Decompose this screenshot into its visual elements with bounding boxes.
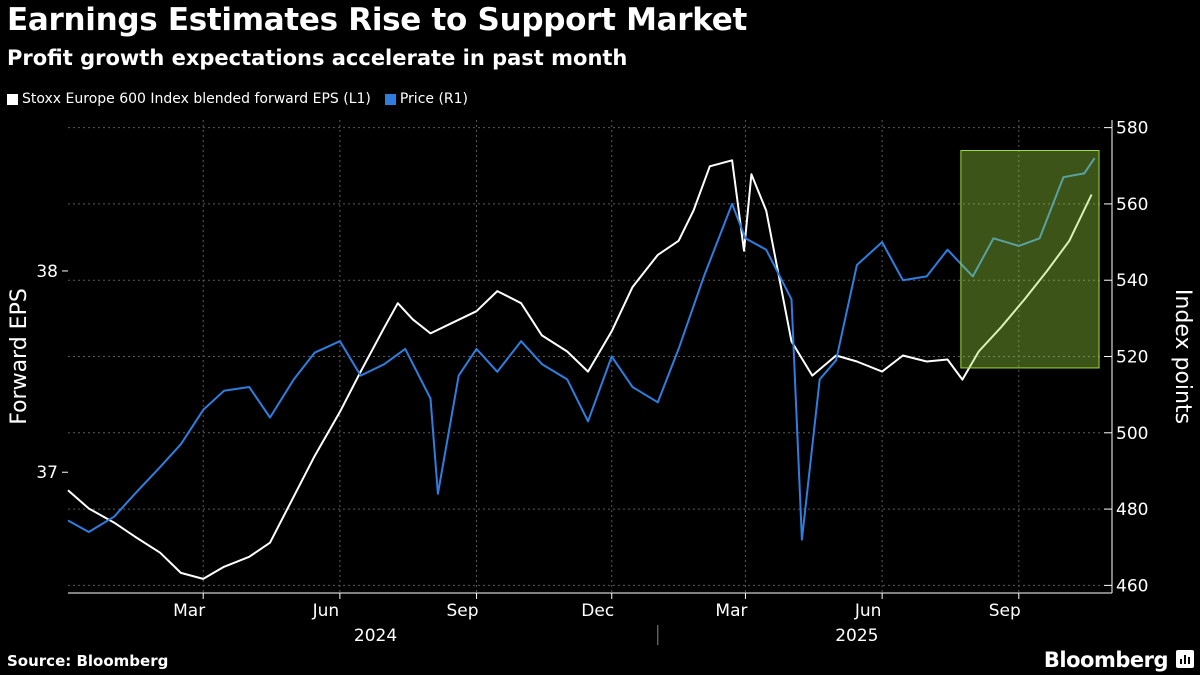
- bloomberg-terminal-icon: [1176, 650, 1194, 668]
- right-axis-tick-label: 480: [1116, 500, 1148, 520]
- x-axis-tick-label: Jun: [312, 601, 340, 621]
- legend-item-eps: Stoxx Europe 600 Index blended forward E…: [7, 91, 371, 107]
- right-axis-title: Index points: [1170, 289, 1195, 424]
- series-line-price: [67, 157, 1096, 541]
- right-axis-tick-label: 560: [1116, 195, 1148, 215]
- right-axis-tick-label: 460: [1116, 576, 1148, 596]
- source-note: Source: Bloomberg: [7, 652, 169, 670]
- legend-swatch-eps: [7, 93, 18, 105]
- brand-logo: Bloomberg: [1043, 648, 1169, 672]
- legend-item-price: Price (R1): [384, 91, 469, 107]
- x-axis-tick-label: Sep: [447, 601, 479, 621]
- right-axis-tick-label: 500: [1116, 424, 1148, 444]
- x-axis-tick-label: Dec: [581, 601, 614, 621]
- series-line-eps: [67, 159, 1093, 580]
- x-axis-tick-label: Mar: [715, 601, 747, 621]
- right-axis-tick-label: 520: [1116, 348, 1148, 368]
- left-axis-title: Forward EPS: [7, 288, 32, 425]
- left-axis-tick-label: 37: [36, 463, 58, 483]
- x-axis-year-label: 2025: [835, 626, 878, 646]
- x-axis-tick-label: Sep: [989, 601, 1021, 621]
- x-axis-tick-label: Jun: [854, 601, 882, 621]
- right-axis-tick-label: 580: [1116, 119, 1148, 139]
- legend-label-price: Price (R1): [399, 91, 469, 107]
- right-axis-tick-label: 540: [1116, 271, 1148, 291]
- left-axis-tick-label: 38: [36, 262, 58, 282]
- legend-swatch-price: [384, 93, 396, 105]
- chart-title: Earnings Estimates Rise to Support Marke…: [7, 2, 747, 38]
- legend: Stoxx Europe 600 Index blended forward E…: [7, 91, 482, 107]
- highlight-box: [960, 150, 1100, 369]
- chart-subtitle: Profit growth expectations accelerate in…: [7, 46, 628, 70]
- x-axis-tick-label: Mar: [173, 601, 205, 621]
- legend-label-eps: Stoxx Europe 600 Index blended forward E…: [22, 91, 371, 107]
- x-axis-year-label: 2024: [354, 626, 397, 646]
